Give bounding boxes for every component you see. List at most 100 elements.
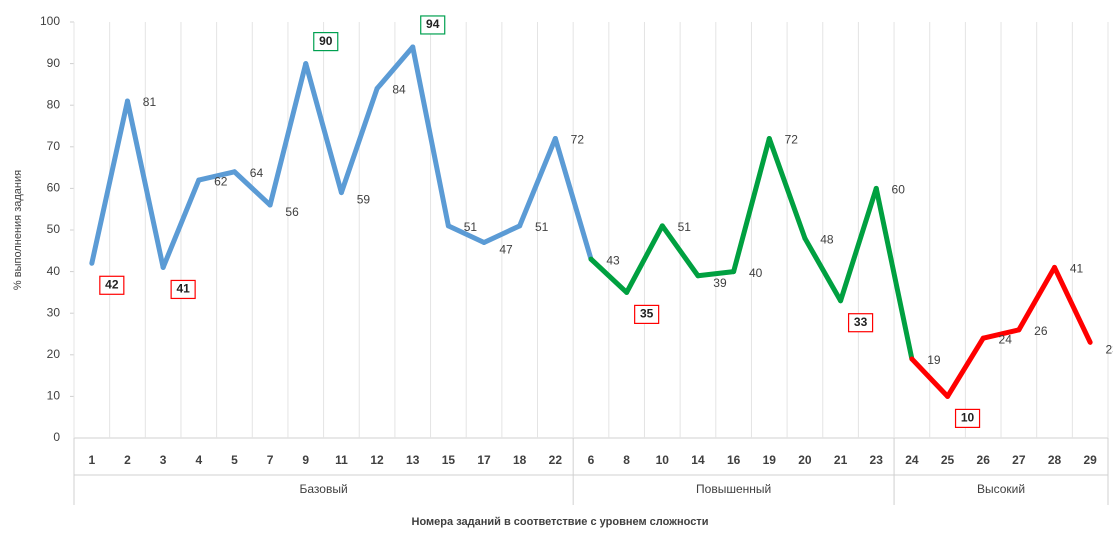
line-segment <box>374 44 416 92</box>
line-segment <box>303 61 344 196</box>
x-tick-label: 1 <box>88 453 95 467</box>
x-tick-label: 13 <box>406 453 420 467</box>
x-tick-label: 18 <box>513 453 527 467</box>
x-tick-label: 20 <box>798 453 812 467</box>
line-segment <box>160 177 202 270</box>
x-tick-label: 27 <box>1012 453 1026 467</box>
x-tick-label: 6 <box>588 453 595 467</box>
data-label: 24 <box>999 332 1013 346</box>
x-tick-label: 3 <box>160 453 167 467</box>
line-segment <box>945 335 986 399</box>
label-box <box>420 15 446 35</box>
data-label: 10 <box>961 411 975 425</box>
x-tick-label: 4 <box>195 453 202 467</box>
x-tick-label: 17 <box>477 453 491 467</box>
label-box <box>634 304 660 324</box>
x-tick-label: 14 <box>691 453 705 467</box>
data-label: 62 <box>214 174 228 188</box>
line-segment <box>231 169 273 208</box>
data-label: 51 <box>535 220 549 234</box>
y-tick-label: 10 <box>47 389 61 403</box>
data-label: 47 <box>499 243 513 257</box>
data-label: 90 <box>319 34 333 48</box>
data-label: 60 <box>892 183 906 197</box>
y-tick-label: 40 <box>47 264 61 278</box>
line-segment <box>588 256 630 295</box>
data-label: 72 <box>785 133 799 147</box>
x-tick-label: 15 <box>442 453 456 467</box>
data-label: 51 <box>678 220 692 234</box>
line-segment <box>196 169 237 183</box>
data-label: 94 <box>426 17 440 31</box>
data-label: 23 <box>1105 342 1113 356</box>
x-tick-label: 12 <box>370 453 384 467</box>
x-tick-label: 16 <box>727 453 741 467</box>
line-segment <box>338 86 380 196</box>
x-axis-title: Номера заданий в соответствие с уровнем … <box>412 516 709 528</box>
y-tick-label: 100 <box>40 14 60 28</box>
data-label: 41 <box>176 282 190 296</box>
data-label: 19 <box>927 353 941 367</box>
line-segment <box>445 223 487 245</box>
group-label: Базовый <box>300 482 348 496</box>
data-label: 59 <box>357 193 371 207</box>
data-label: 33 <box>854 315 868 329</box>
data-label: 72 <box>571 133 585 147</box>
line-segment <box>89 98 130 266</box>
y-tick-label: 0 <box>53 430 60 444</box>
y-tick-label: 80 <box>47 97 61 111</box>
data-label: 48 <box>820 232 834 246</box>
line-segment <box>624 223 665 295</box>
x-tick-label: 9 <box>302 453 309 467</box>
line-segment <box>1016 264 1058 333</box>
y-tick-label: 20 <box>47 347 61 361</box>
data-label: 43 <box>606 253 620 267</box>
x-tick-label: 5 <box>231 453 238 467</box>
data-label: 51 <box>464 220 478 234</box>
line-segment <box>552 135 594 262</box>
label-box <box>170 279 196 300</box>
line-segment <box>659 223 701 279</box>
line-segment <box>873 185 915 362</box>
x-tick-label: 8 <box>623 453 630 467</box>
line-segment <box>1052 264 1093 345</box>
y-tick-label: 60 <box>47 181 61 195</box>
label-box <box>954 408 981 428</box>
y-tick-label: 90 <box>47 56 61 70</box>
label-box <box>99 275 125 295</box>
x-tick-label: 10 <box>656 453 670 467</box>
x-tick-label: 23 <box>870 453 884 467</box>
y-axis-title: % выполнения задания <box>12 170 24 290</box>
group-label: Высокий <box>977 482 1025 496</box>
line-segment <box>909 356 951 399</box>
x-tick-label: 19 <box>763 453 777 467</box>
data-label: 56 <box>285 205 299 219</box>
data-label: 35 <box>640 307 654 321</box>
y-tick-label: 50 <box>47 222 61 236</box>
x-tick-label: 11 <box>335 453 348 467</box>
line-segment <box>410 44 451 229</box>
line-segment <box>124 98 166 270</box>
x-tick-label: 7 <box>267 453 274 467</box>
line-segment <box>481 223 523 245</box>
line-segment <box>980 327 1022 341</box>
x-tick-label: 25 <box>941 453 955 467</box>
x-tick-label: 29 <box>1083 453 1097 467</box>
label-box <box>313 31 339 52</box>
line-segment <box>731 135 772 275</box>
line-segment <box>695 269 737 279</box>
y-tick-label: 30 <box>47 305 61 319</box>
data-label: 84 <box>392 83 406 97</box>
data-label: 64 <box>250 166 264 180</box>
data-label: 39 <box>713 276 727 290</box>
data-label: 41 <box>1070 262 1084 276</box>
data-label: 40 <box>749 266 763 280</box>
x-tick-label: 28 <box>1048 453 1062 467</box>
data-label: 42 <box>105 277 119 291</box>
x-tick-label: 26 <box>977 453 991 467</box>
x-tick-label: 24 <box>905 453 919 467</box>
line-segment <box>766 135 808 241</box>
line-segment <box>838 185 879 304</box>
line-segment <box>802 235 844 304</box>
